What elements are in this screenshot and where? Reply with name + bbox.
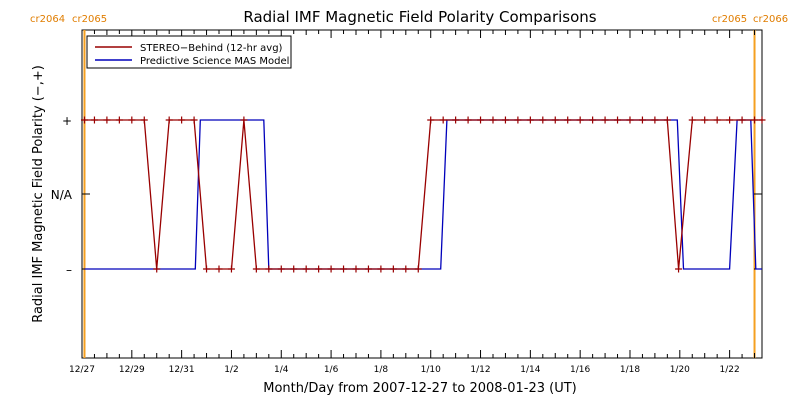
stereo-point-22 [352, 265, 360, 273]
stereo-point-13 [240, 116, 248, 124]
stereo-point-46 [651, 116, 659, 124]
stereo-point-29 [439, 116, 447, 124]
x-tick-label-13: 1/22 [720, 365, 740, 375]
stereo-point-27 [414, 265, 422, 273]
x-tick-label-8: 1/12 [470, 365, 490, 375]
stereo-point-9 [190, 116, 198, 124]
x-tick-label-1: 12/29 [119, 365, 145, 375]
legend: STEREO−Behind (12-hr avg) Predictive Sci… [86, 35, 292, 69]
stereo-point-2 [103, 116, 111, 124]
x-tick-label-12: 1/20 [670, 365, 690, 375]
x-tick-label-11: 1/18 [620, 365, 640, 375]
stereo-point-28 [427, 116, 435, 124]
stereo-point-20 [327, 265, 335, 273]
carrington-label-right-a: cr2065 [712, 14, 747, 25]
y-axis-label: Radial IMF Magnetic Field Polarity (−,+) [31, 65, 46, 323]
x-tick-label-10: 1/16 [570, 365, 590, 375]
chart-title: Radial IMF Magnetic Field Polarity Compa… [243, 8, 596, 26]
stereo-point-38 [551, 116, 559, 124]
stereo-point-1 [90, 116, 98, 124]
stereo-point-50 [701, 116, 709, 124]
x-tick-label-0: 12/27 [69, 365, 95, 375]
stereo-point-8 [178, 116, 186, 124]
stereo-point-10 [203, 265, 211, 273]
legend-label-model: Predictive Science MAS Model [140, 56, 289, 67]
stereo-point-30 [452, 116, 460, 124]
stereo-point-43 [614, 116, 622, 124]
stereo-point-52 [726, 116, 734, 124]
stereo-point-55 [758, 116, 766, 124]
x-tick-label-5: 1/6 [324, 365, 339, 375]
stereo-point-17 [290, 265, 298, 273]
series-line-1 [84, 119, 762, 270]
stereo-point-18 [302, 265, 310, 273]
stereo-point-41 [589, 116, 597, 124]
stereo-point-6 [153, 265, 161, 273]
stereo-point-3 [115, 116, 123, 124]
stereo-point-45 [638, 116, 646, 124]
stereo-point-12 [227, 265, 235, 273]
stereo-point-11 [215, 265, 223, 273]
stereo-point-23 [364, 265, 372, 273]
stereo-point-7 [165, 116, 173, 124]
stereo-point-0 [80, 116, 88, 124]
carrington-label-left-a: cr2064 [30, 14, 65, 25]
x-tick-label-7: 1/10 [421, 365, 441, 375]
stereo-point-15 [265, 265, 273, 273]
legend-label-stereo: STEREO−Behind (12-hr avg) [140, 43, 283, 54]
stereo-point-31 [464, 116, 472, 124]
legend-box [86, 35, 292, 69]
series-line-0 [84, 119, 762, 270]
x-tick-label-6: 1/8 [374, 365, 389, 375]
stereo-point-32 [477, 116, 485, 124]
y-tick-label-1: N/A [51, 188, 73, 202]
y-tick-label-0: + [62, 114, 72, 128]
stereo-point-51 [713, 116, 721, 124]
carrington-label-left-b: cr2065 [72, 14, 107, 25]
stereo-point-47 [663, 116, 671, 124]
x-tick-label-9: 1/14 [520, 365, 540, 375]
stereo-point-5 [140, 116, 148, 124]
stereo-point-21 [340, 265, 348, 273]
x-axis-label: Month/Day from 2007-12-27 to 2008-01-23 … [263, 381, 576, 396]
stereo-point-49 [688, 116, 696, 124]
x-tick-label-3: 1/2 [224, 365, 238, 375]
plot-frame [81, 29, 763, 359]
stereo-point-14 [252, 265, 260, 273]
stereo-point-42 [601, 116, 609, 124]
stereo-point-44 [626, 116, 634, 124]
stereo-point-37 [539, 116, 547, 124]
x-tick-label-4: 1/4 [274, 365, 289, 375]
stereo-point-36 [526, 116, 534, 124]
stereo-point-48 [675, 265, 683, 273]
stereo-point-4 [128, 116, 136, 124]
stereo-point-34 [501, 116, 509, 124]
y-tick-label-2: – [66, 263, 72, 277]
stereo-point-35 [514, 116, 522, 124]
stereo-point-24 [377, 265, 385, 273]
stereo-point-33 [489, 116, 497, 124]
stereo-point-16 [277, 265, 285, 273]
carrington-label-right-b: cr2066 [753, 14, 788, 25]
stereo-point-40 [576, 116, 584, 124]
stereo-point-26 [402, 265, 410, 273]
stereo-point-53 [738, 116, 746, 124]
stereo-point-39 [564, 116, 572, 124]
stereo-point-25 [389, 265, 397, 273]
x-tick-label-2: 12/31 [169, 365, 195, 375]
stereo-point-54 [751, 116, 759, 124]
stereo-point-19 [315, 265, 323, 273]
